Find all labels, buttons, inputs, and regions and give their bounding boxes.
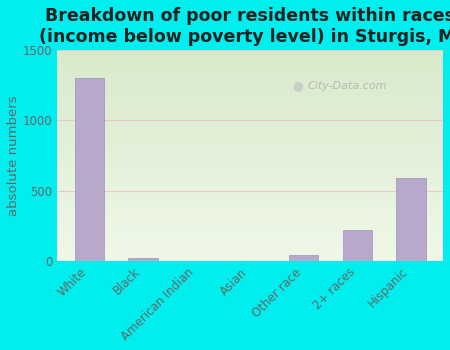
- Text: City-Data.com: City-Data.com: [308, 81, 387, 91]
- Bar: [396, 178, 426, 261]
- Bar: [128, 258, 158, 261]
- Bar: [342, 230, 372, 261]
- Title: Breakdown of poor residents within races
(income below poverty level) in Sturgis: Breakdown of poor residents within races…: [39, 7, 450, 46]
- Bar: [289, 255, 319, 261]
- Bar: [75, 78, 104, 261]
- Y-axis label: absolute numbers: absolute numbers: [7, 95, 20, 216]
- Text: ●: ●: [292, 79, 303, 92]
